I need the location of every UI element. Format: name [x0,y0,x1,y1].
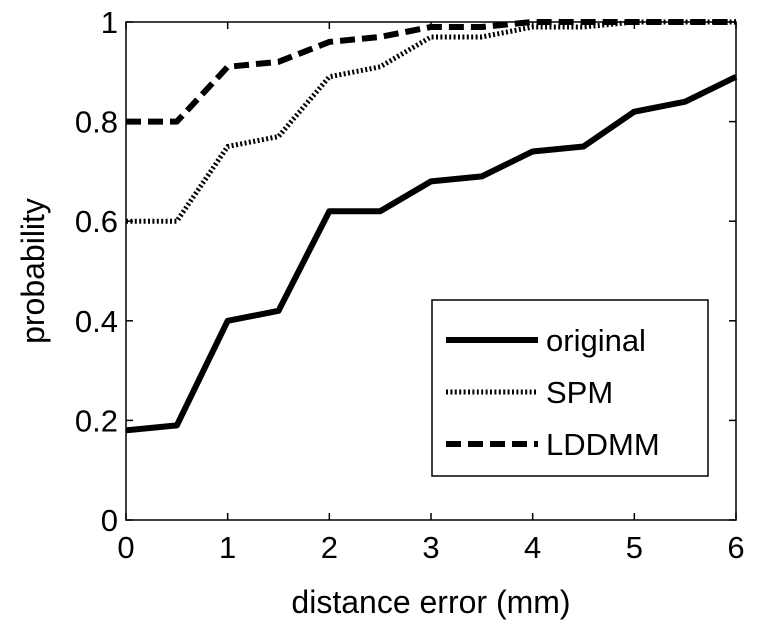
y-tick-label: 0 [101,503,118,538]
y-tick-label: 0.8 [75,105,118,140]
x-tick-label: 1 [219,530,236,565]
series-line-lddmm [126,19,736,125]
y-tick-label: 0.4 [75,304,118,339]
plot-area: 0 1 2 3 4 5 6 0 0.2 0.4 0.6 0.8 1 original SPM LDDMM [75,5,745,565]
legend-label-spm: SPM [546,375,613,410]
x-tick-label: 5 [626,530,643,565]
legend-label-original: original [546,323,646,358]
x-tick-label: 4 [524,530,541,565]
legend-label-lddmm: LDDMM [546,427,660,462]
series-line-spm [126,19,736,224]
y-tick-label: 0.6 [75,204,118,239]
x-tick-label: 3 [422,530,439,565]
y-axis-label: probability [15,198,51,344]
x-tick-label: 6 [727,530,744,565]
series-line-original [125,74,738,434]
y-tick-label: 1 [101,5,118,40]
y-tick-label: 0.2 [75,403,118,438]
x-tick-label: 0 [117,530,134,565]
x-tick-label: 2 [321,530,338,565]
x-axis-label: distance error (mm) [291,584,570,620]
